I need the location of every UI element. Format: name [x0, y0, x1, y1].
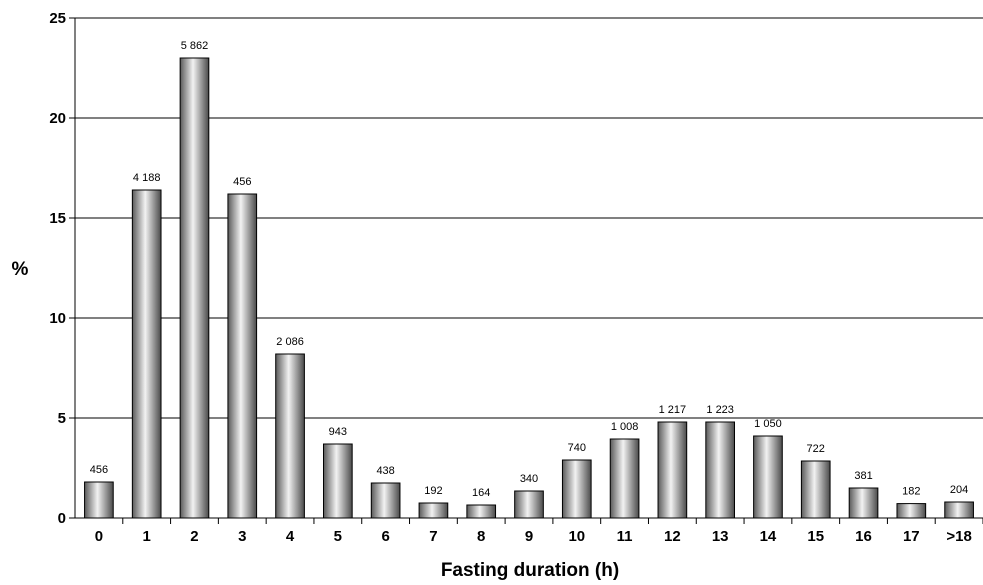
bar-6: [370, 482, 401, 519]
y-tick-label: 10: [49, 310, 66, 327]
data-label: 740: [568, 442, 586, 454]
x-tick-label: 2: [190, 528, 198, 545]
bar-8: [466, 504, 497, 519]
bar-7: [418, 502, 449, 519]
bar-4: [275, 353, 305, 519]
x-tick-label: 13: [712, 528, 729, 545]
data-label: 943: [329, 426, 347, 438]
x-tick-label: 17: [903, 528, 920, 545]
x-tick-label: 4: [286, 528, 295, 545]
data-label: 4 188: [133, 172, 161, 184]
bar-5: [323, 443, 353, 519]
y-axis-title: %: [12, 259, 29, 280]
x-tick-label: 9: [525, 528, 533, 545]
y-tick-label: 0: [58, 510, 66, 527]
gridlines: [75, 17, 983, 419]
x-tick-label: 7: [429, 528, 437, 545]
data-label: 456: [90, 464, 108, 476]
y-tick-label: 15: [49, 210, 66, 227]
data-label: 722: [807, 443, 825, 455]
bar-0: [84, 481, 114, 519]
bar-12: [657, 421, 688, 519]
data-label: 438: [376, 465, 394, 477]
bar-17: [896, 503, 927, 519]
bar-14: [753, 435, 783, 519]
x-tick-label: 6: [381, 528, 389, 545]
data-label: 5 862: [181, 40, 209, 52]
bar-13: [705, 421, 735, 519]
data-label: 192: [424, 485, 442, 497]
data-label: 164: [472, 487, 490, 499]
x-tick-label: 1: [143, 528, 151, 545]
y-tick-label: 25: [49, 10, 66, 27]
data-label: 340: [520, 473, 538, 485]
data-label: 204: [950, 484, 968, 496]
bar-15: [800, 460, 831, 519]
data-label: 1 223: [706, 404, 734, 416]
bar-2: [179, 57, 210, 519]
x-tick-label: 8: [477, 528, 485, 545]
data-label: 456: [233, 176, 251, 188]
bar-9: [514, 490, 544, 519]
bar->18: [944, 501, 974, 519]
x-axis-title: Fasting duration (h): [441, 560, 619, 581]
x-tick-label: 5: [334, 528, 342, 545]
y-tick-label: 5: [58, 410, 66, 427]
y-tick-label: 20: [49, 110, 66, 127]
data-label: 381: [854, 470, 872, 482]
data-label: 2 086: [276, 336, 304, 348]
x-tick-label: 3: [238, 528, 246, 545]
x-tick-label: 15: [807, 528, 824, 545]
x-tick-label: >18: [946, 528, 971, 545]
x-tick-label: 12: [664, 528, 681, 545]
data-labels: 456 4 188 5 862 456 2 086 943 438 192 164 340 740 1…: [90, 40, 969, 499]
x-tick-label: 16: [855, 528, 872, 545]
bar-1: [131, 189, 162, 519]
bar-16: [848, 487, 879, 519]
data-label: 182: [902, 486, 920, 498]
x-tick-label: 0: [95, 528, 103, 545]
data-label: 1 050: [754, 418, 782, 430]
data-label: 1 217: [659, 404, 687, 416]
bar-11: [609, 438, 640, 519]
bar-10: [561, 459, 592, 519]
data-label: 1 008: [611, 421, 639, 433]
bar-3: [227, 193, 258, 519]
x-tick-label: 14: [760, 528, 777, 545]
x-tick-label: 11: [617, 528, 633, 545]
x-tick-label: 10: [568, 528, 585, 545]
bars: [84, 57, 974, 519]
